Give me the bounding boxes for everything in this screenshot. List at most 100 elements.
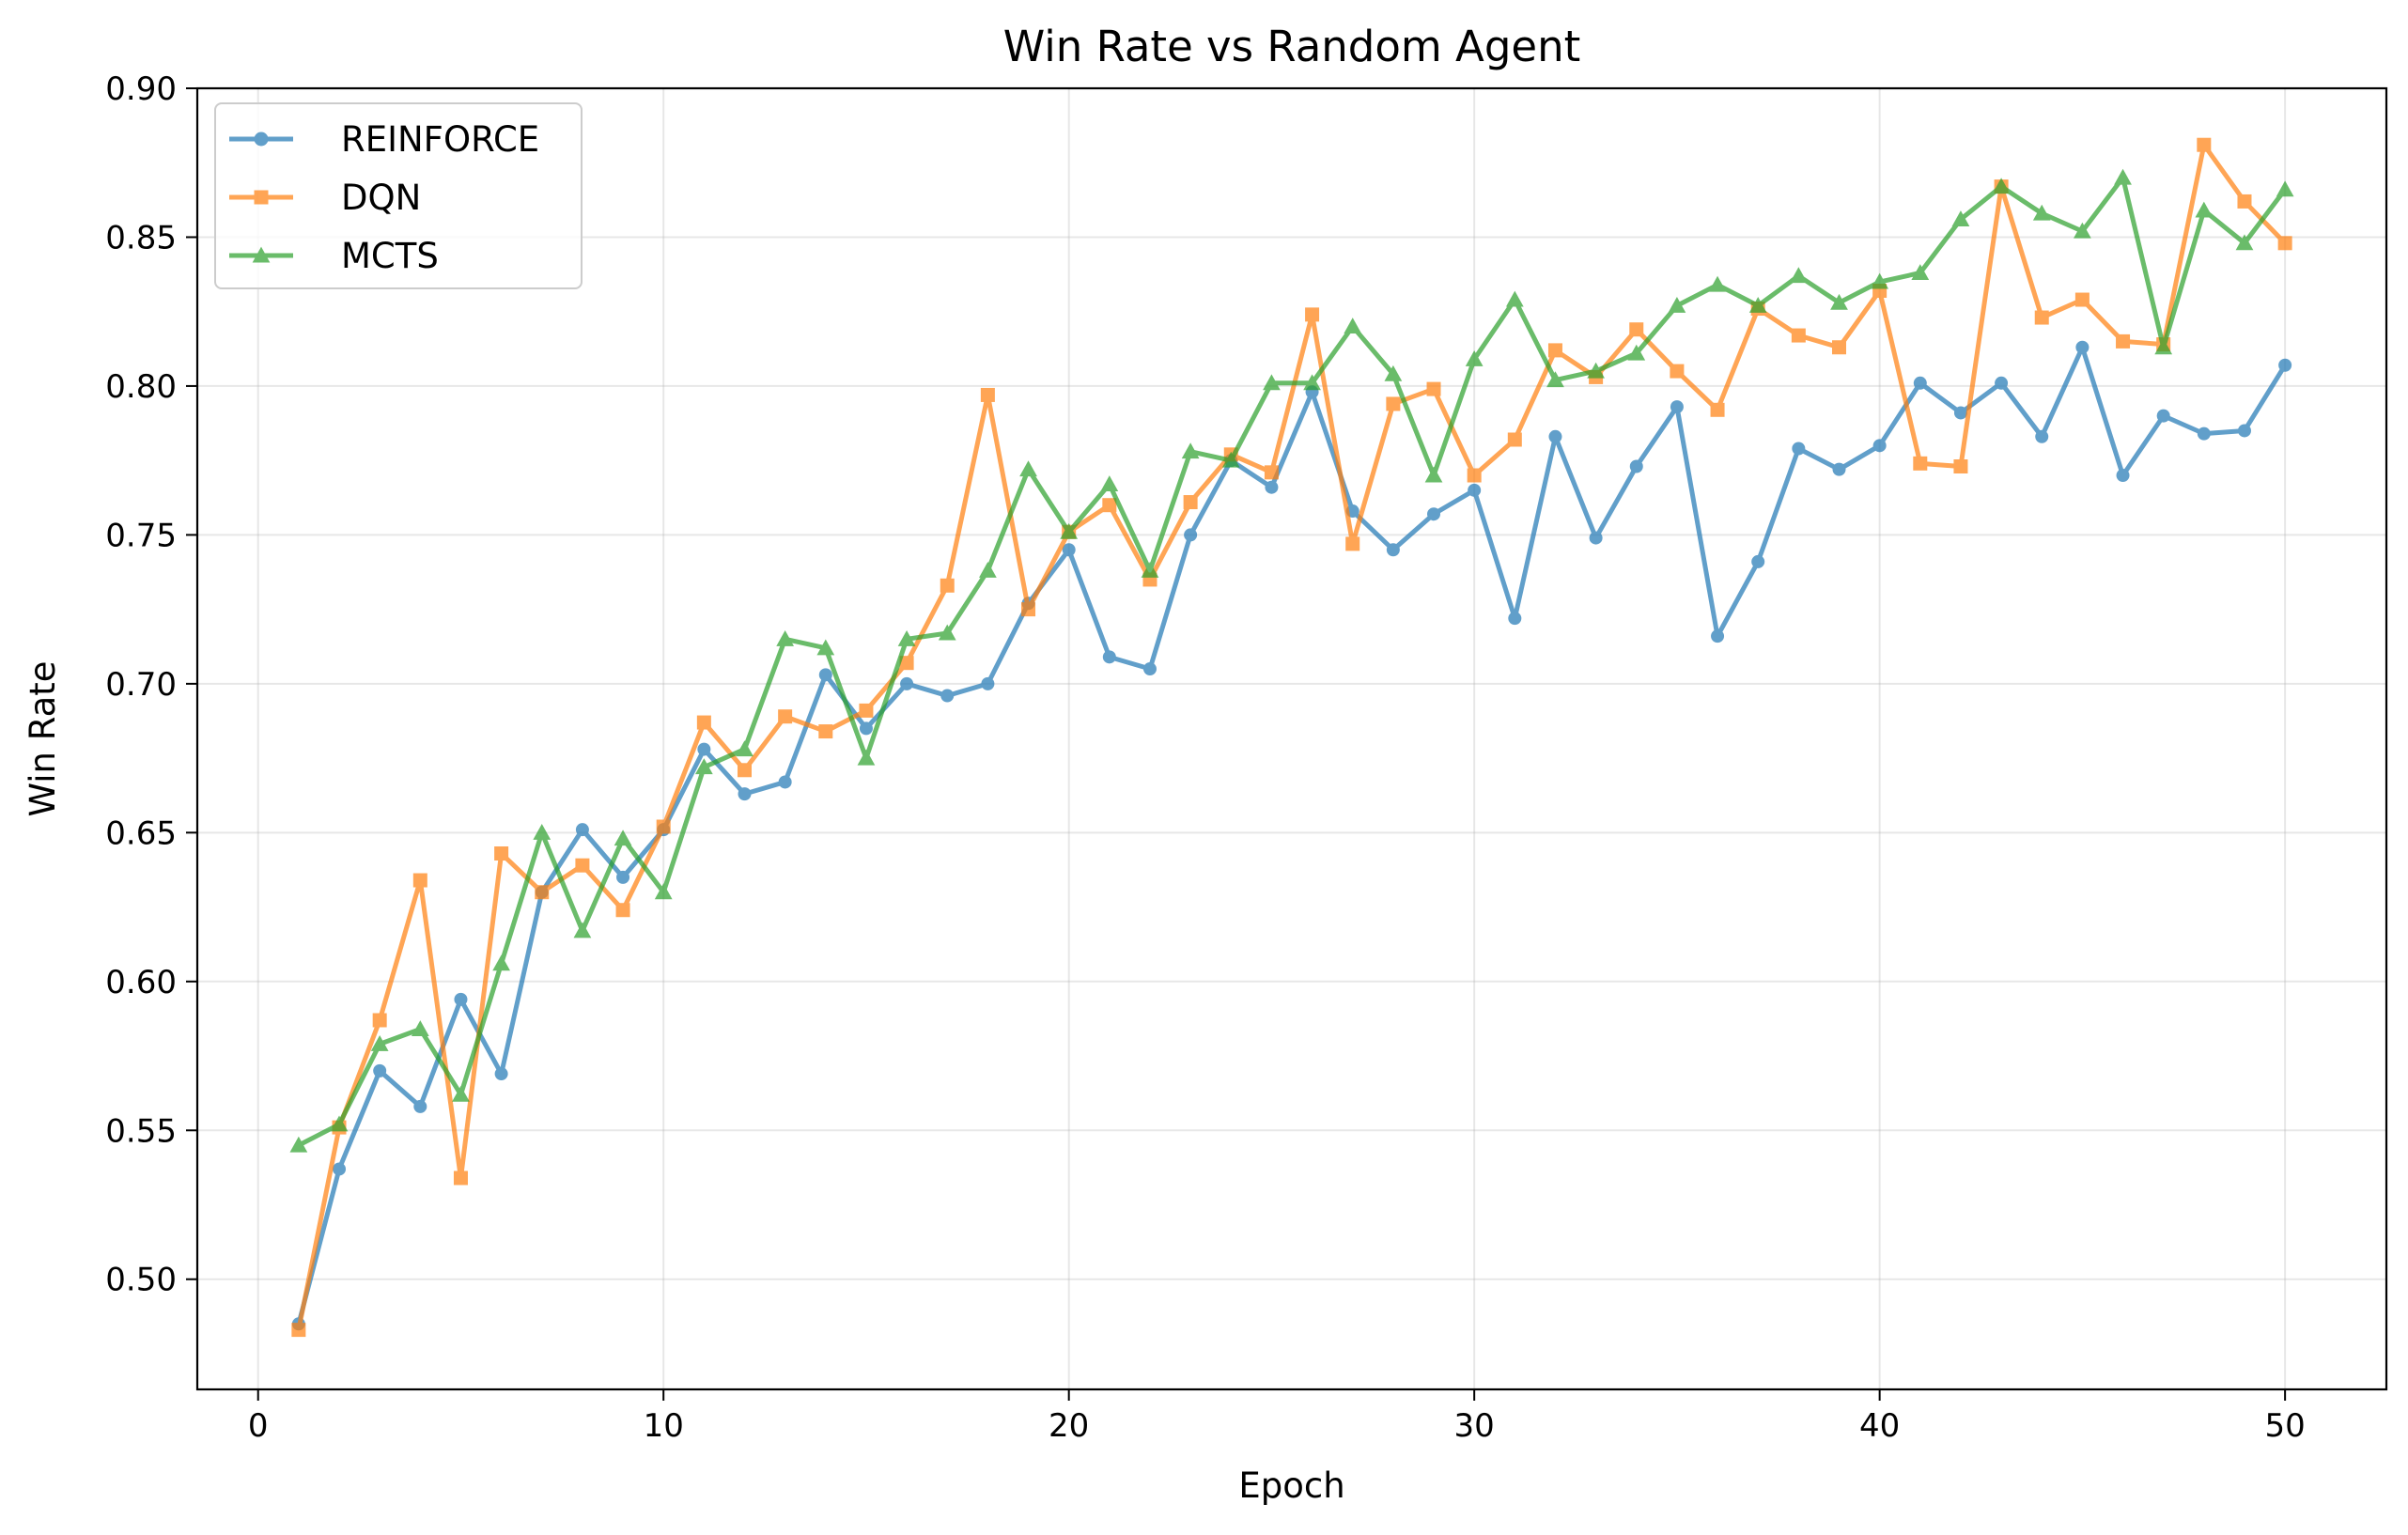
data-point xyxy=(2195,201,2214,218)
legend-swatch xyxy=(229,190,293,205)
series-layer xyxy=(289,137,2294,1338)
data-point xyxy=(1507,432,1522,447)
data-point xyxy=(1951,210,1970,226)
data-point xyxy=(575,823,589,837)
legend-item: REINFORCE xyxy=(229,119,539,160)
data-point xyxy=(1748,296,1767,313)
data-point xyxy=(616,870,630,884)
data-point xyxy=(2074,222,2091,239)
data-point xyxy=(535,885,550,900)
y-tick-label: 0.80 xyxy=(105,368,177,406)
data-point xyxy=(2237,424,2251,438)
data-point xyxy=(494,1067,508,1081)
data-point xyxy=(1670,364,1685,379)
data-point xyxy=(2114,168,2132,185)
x-tick-label: 20 xyxy=(1049,1407,1089,1445)
data-point xyxy=(778,709,793,724)
data-point xyxy=(372,1013,387,1028)
data-point xyxy=(1465,350,1484,366)
data-point xyxy=(1708,275,1727,292)
data-point xyxy=(940,578,955,593)
data-point xyxy=(2277,236,2292,251)
data-point xyxy=(1021,602,1036,617)
data-point xyxy=(1102,650,1116,664)
data-point xyxy=(1711,629,1725,643)
y-tick-label: 0.70 xyxy=(105,666,177,704)
data-point xyxy=(1913,456,1928,471)
data-point xyxy=(738,763,752,778)
data-point xyxy=(1871,272,1889,289)
data-point xyxy=(492,954,510,971)
data-point xyxy=(1019,460,1037,477)
y-axis-title: Win Rate xyxy=(23,660,63,816)
data-point xyxy=(453,1171,468,1186)
data-point xyxy=(1872,439,1887,453)
data-point xyxy=(2035,429,2049,443)
data-point xyxy=(2116,469,2130,483)
data-point xyxy=(1426,381,1441,396)
data-point xyxy=(2276,180,2294,197)
data-point xyxy=(816,639,835,656)
plot-area-frame xyxy=(195,86,2388,1391)
data-point xyxy=(2116,333,2131,349)
data-point xyxy=(575,858,590,873)
data-point xyxy=(411,1020,429,1037)
legend-swatch xyxy=(229,246,293,263)
data-point xyxy=(1791,328,1806,343)
data-point xyxy=(1264,465,1279,480)
data-point xyxy=(1102,498,1117,513)
data-point xyxy=(818,668,832,682)
x-tick-label: 40 xyxy=(1859,1407,1900,1445)
data-point xyxy=(1305,307,1320,322)
data-point xyxy=(1384,364,1403,381)
data-point xyxy=(2278,358,2292,372)
legend: REINFORCE DQN MCTS xyxy=(214,102,583,289)
data-point xyxy=(778,775,792,789)
x-tick-label: 30 xyxy=(1454,1407,1495,1445)
legend-marker xyxy=(252,246,271,263)
data-point xyxy=(981,676,995,690)
data-point xyxy=(1995,376,2009,390)
data-point xyxy=(1832,462,1846,476)
data-point xyxy=(1344,318,1362,334)
data-point xyxy=(654,883,673,900)
data-point xyxy=(697,742,711,756)
data-point xyxy=(1508,612,1522,626)
data-point xyxy=(1913,376,1927,390)
data-point xyxy=(2197,137,2212,152)
legend-swatch xyxy=(229,132,293,147)
data-point xyxy=(1221,451,1240,468)
data-point xyxy=(1183,495,1198,510)
data-point xyxy=(1181,442,1200,459)
data-point xyxy=(1100,475,1119,492)
data-point xyxy=(1830,293,1848,310)
series-line xyxy=(296,345,2288,1326)
data-point xyxy=(330,1115,349,1132)
data-point xyxy=(412,873,427,888)
data-point xyxy=(1547,343,1562,358)
legend-marker xyxy=(254,190,269,205)
data-point xyxy=(1629,322,1644,337)
x-tick-label: 0 xyxy=(248,1407,269,1445)
data-point xyxy=(1587,362,1605,379)
data-point xyxy=(1668,296,1686,313)
data-point xyxy=(1629,459,1643,473)
data-point xyxy=(1627,344,1646,361)
data-point xyxy=(696,715,711,730)
data-point xyxy=(1142,662,1157,676)
data-point xyxy=(938,624,956,641)
legend-label: DQN xyxy=(341,178,421,218)
data-point xyxy=(1789,267,1808,284)
series-dqn xyxy=(291,137,2292,1338)
data-point xyxy=(738,787,752,801)
legend-box xyxy=(214,102,583,289)
data-point xyxy=(897,629,916,646)
chart-title: Win Rate vs Random Agent xyxy=(1003,22,1581,71)
data-point xyxy=(1792,442,1806,456)
data-point xyxy=(291,1323,306,1338)
legend-marker xyxy=(254,132,269,147)
data-point xyxy=(2154,338,2173,355)
y-tick-label: 0.90 xyxy=(105,70,177,108)
data-point xyxy=(1953,459,1968,474)
data-point xyxy=(818,724,833,739)
